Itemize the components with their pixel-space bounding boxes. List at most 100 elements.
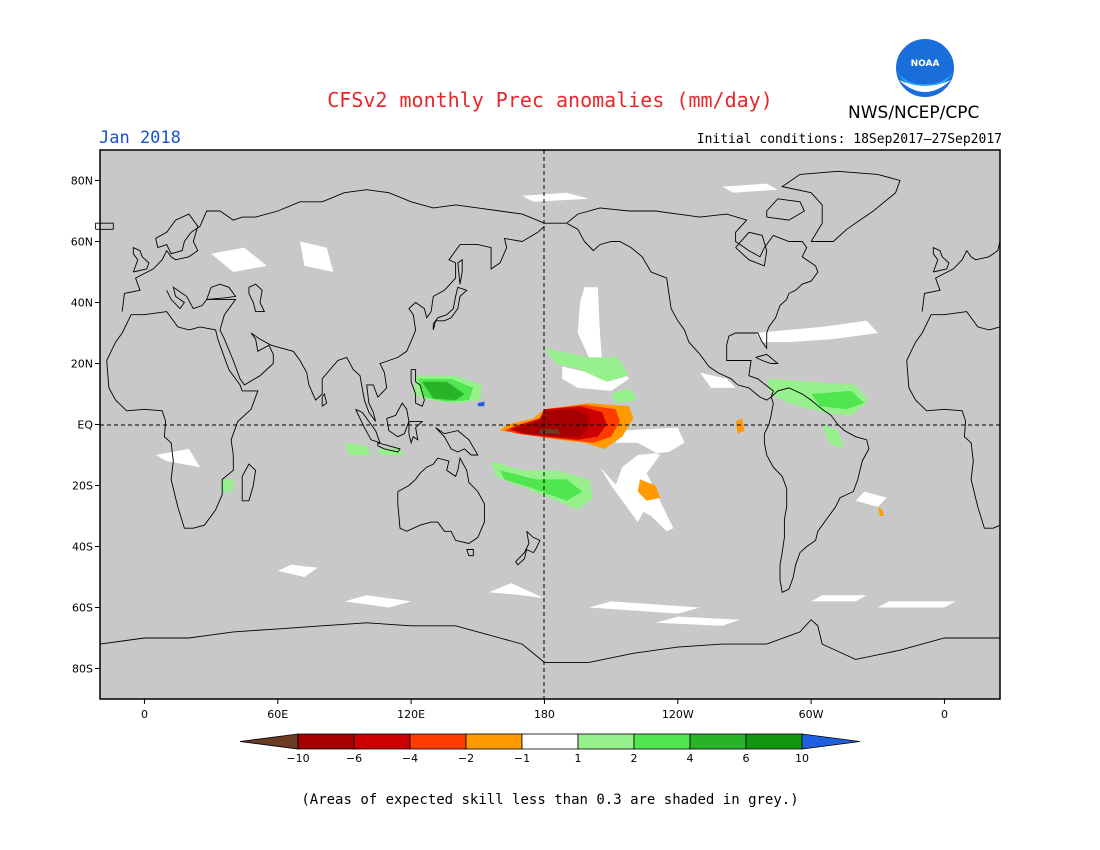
coastline [457,258,463,285]
coastline [408,420,424,445]
lon-tick-label: 60E [267,708,288,721]
coastline [106,311,259,529]
precip-anomaly-map [95,149,1001,700]
coastline [566,207,819,401]
colorbar-arrow-high [801,733,861,750]
lat-tick-label: 40S [72,541,93,554]
anomaly-contour [477,401,485,407]
coastline [377,442,401,453]
coastline [906,311,1001,361]
lat-tick-label: 80S [72,663,93,676]
coastline [99,619,1000,663]
anomaly-contour [811,390,865,410]
anomaly-contour [500,470,583,501]
coastline [397,456,485,544]
low-anomaly-patch [155,448,200,468]
low-anomaly-patch [522,192,589,202]
agency-label: NWS/NCEP/CPC [848,103,980,123]
lat-axis: 80N 60N 40N 20N EQ 20S 40S 60S 80S [71,175,100,676]
low-anomaly-patch [600,467,645,523]
low-anomaly-patch [588,601,700,614]
coastline [515,530,541,566]
coastline [763,387,870,593]
colorbar-label: −1 [514,752,530,765]
anomaly-contour [544,348,629,382]
coastline [755,353,780,364]
low-anomaly-patch [722,183,778,193]
chart-title: CFSv2 monthly Prec anomalies (mm/day) [327,88,773,112]
colorbar-label: 10 [795,752,809,765]
low-anomaly-patch [300,241,334,272]
lat-tick-label: EQ [77,419,93,432]
coastline [735,231,768,267]
colorbar-segment [409,733,467,750]
colorbar: −10 −6 −4 −2 −1 1 2 4 6 10 [239,733,861,765]
colorbar-label: 4 [687,752,694,765]
lon-tick-label: 0 [941,708,948,721]
coastline [466,549,474,557]
lat-tick-label: 60S [72,602,93,615]
footnote: (Areas of expected skill less than 0.3 a… [301,792,799,808]
low-anomaly-patch [488,583,545,599]
low-anomaly-patch [211,247,267,272]
svg-text:NOAA: NOAA [911,59,940,69]
coastline [166,225,545,422]
low-anomaly-patch [577,287,603,364]
colorbar-segment [689,733,747,750]
coastline [781,170,901,242]
lat-tick-label: 20S [72,480,93,493]
colorbar-segment [633,733,691,750]
initial-conditions: Initial conditions: 18Sep2017–27Sep2017 [696,132,1002,147]
anomaly-contour [877,506,885,516]
colorbar-label: 1 [575,752,582,765]
coastline [766,198,805,221]
low-anomaly-patch [811,595,867,602]
coastline [921,241,1001,312]
colorbar-segment [745,733,803,750]
lat-tick-label: 40N [71,297,93,310]
lat-tick-label: 20N [71,358,93,371]
anomaly-contour [377,448,405,455]
coastline [435,427,479,456]
lon-tick-label: 120E [397,708,425,721]
anomaly-contour [222,479,234,492]
anomaly-contour [637,479,660,501]
lon-tick-label: 0 [141,708,148,721]
coastline [321,392,328,407]
colorbar-label: −6 [346,752,362,765]
lon-tick-label: 180 [534,708,555,721]
colorbar-segment [577,733,635,750]
coastline [121,189,567,312]
colorbar-label: 6 [743,752,750,765]
colorbar-segment [297,733,355,750]
coastline [932,246,950,273]
lon-axis: 0 60E 120E 180 120W 60W 0 [141,699,948,721]
low-anomaly-patch [700,372,736,388]
valid-month: Jan 2018 [99,128,181,148]
coastline [206,283,237,300]
coastline [132,246,150,273]
coastline [248,283,266,313]
colorbar-segment [353,733,411,750]
lat-tick-label: 60N [71,236,93,249]
lon-tick-label: 60W [799,708,824,721]
anomaly-contour [344,442,372,455]
coastline [432,286,468,331]
anomaly-contour [735,418,745,434]
coastline [906,360,1001,529]
colorbar-segment [521,733,579,750]
anomaly-contour [513,409,589,437]
noaa-logo: NOAA [894,37,956,99]
colorbar-arrow-low [239,733,299,750]
coastline [410,369,425,407]
colorbar-segment [465,733,523,750]
colorbar-label: −2 [458,752,474,765]
colorbar-label: −10 [286,752,309,765]
colorbar-label: 2 [631,752,638,765]
anomaly-contour [422,381,465,401]
anomaly-contour [611,387,638,404]
coastline [95,222,114,230]
low-anomaly-patch [344,595,412,608]
anomaly-contour [822,424,845,449]
